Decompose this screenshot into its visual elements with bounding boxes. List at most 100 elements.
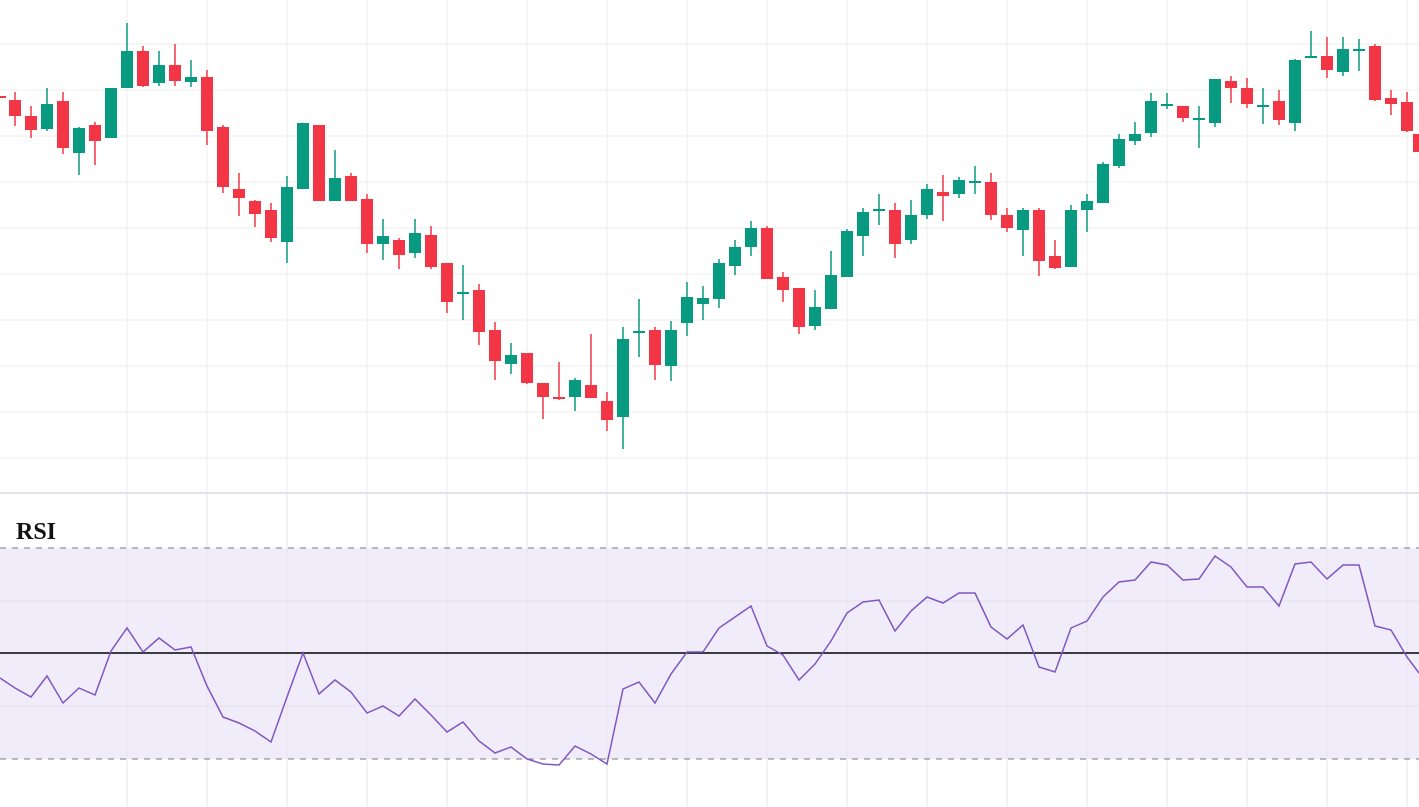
candle-down [649,327,661,380]
candle-down [393,238,405,269]
candle-body [1257,105,1269,107]
candle-up [121,23,133,88]
candle-body [441,263,453,302]
candle-body [1097,164,1109,203]
candle-body [1241,88,1253,104]
candle-body [169,65,181,81]
candle-up [617,327,629,449]
candle-up [745,221,757,256]
candle-up [1081,194,1093,232]
candle-body [1145,101,1157,133]
candle-body [681,297,693,323]
candle-body [297,123,309,189]
rsi-reference-lines [0,547,1419,760]
candle-down [265,203,277,242]
candle-body [793,288,805,327]
candle-up [1337,37,1349,76]
candle-up [681,282,693,336]
candle-body [425,235,437,267]
candle-down [761,226,773,279]
candle-body [985,182,997,215]
candle-up [697,286,709,320]
candle-up [377,219,389,260]
candle-down [57,92,69,154]
candle-body [1385,98,1397,104]
candle-body [521,353,533,383]
candle-down [537,383,549,419]
candle-body [713,263,725,299]
candle-down [553,362,565,400]
candle-body [457,292,469,294]
candle-down [1273,90,1285,125]
candle-down [1413,134,1419,152]
candle-up [1017,208,1029,256]
candle-body [537,383,549,397]
candle-body [697,298,709,304]
candle-body [665,330,677,366]
candle-up [1145,93,1157,137]
candle-body [1049,256,1061,268]
candle-up [1065,205,1077,267]
candle-body [1017,210,1029,230]
candle-down [25,106,37,138]
candle-up [569,378,581,411]
candle-down [361,194,373,253]
candle-body [1321,56,1333,70]
candle-body [377,236,389,244]
candle-body [1273,101,1285,120]
candle-up [105,88,117,138]
candle-up [409,219,421,258]
candle-body [1193,118,1205,120]
candle-down [489,322,501,380]
candle-down [1321,37,1333,78]
candle-body [729,247,741,266]
candle-body [137,51,149,86]
candle-down [1177,106,1189,122]
candle-down [1241,78,1253,108]
candle-body [649,330,661,365]
candle-up [1305,31,1317,58]
candle-body [1353,49,1365,51]
candle-body [473,290,485,332]
candle-down [585,334,597,398]
candle-up [1161,93,1173,109]
rsi-line [0,554,1419,766]
candle-body [409,233,421,253]
candle-down [777,272,789,302]
candle-body [185,77,197,82]
candle-body [489,330,501,361]
candle-body [809,307,821,326]
candle-down [9,92,21,126]
candle-down [1033,208,1045,276]
candle-down [1049,240,1061,269]
candle-down [249,200,261,227]
candle-body [393,240,405,255]
candle-body [265,210,277,238]
candle-down [169,44,181,86]
candle-body [329,178,341,201]
candle-up [41,88,53,131]
candle-up [505,343,517,374]
candle-up [921,184,933,219]
candle-body [505,355,517,364]
candle-up [857,208,869,256]
candle-down [233,173,245,216]
candle-down [0,96,6,98]
candle-body [0,96,6,98]
candle-body [857,212,869,236]
candle-up [1113,134,1125,168]
candle-body [89,125,101,141]
candle-body [633,331,645,333]
candle-body [345,176,357,201]
candle-body [553,397,565,399]
candle-down [1401,92,1413,132]
candle-up [729,240,741,275]
candle-body [1401,102,1413,131]
candle-body [105,88,117,138]
candle-up [297,123,309,189]
candle-down [217,125,229,193]
candle-body [617,339,629,417]
candle-up [905,200,917,244]
candle-down [441,263,453,313]
